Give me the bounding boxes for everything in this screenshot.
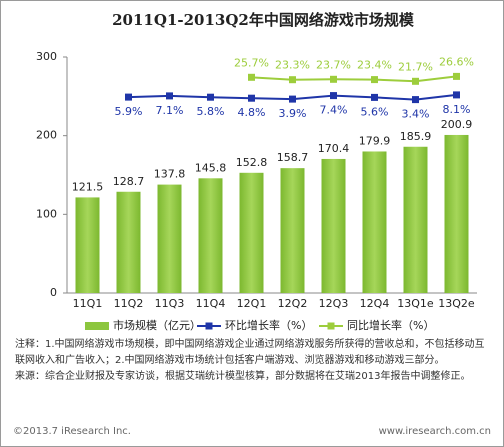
point-label: 8.1% (443, 103, 471, 116)
bar (157, 184, 182, 293)
marker (453, 72, 460, 80)
point-label: 3.9% (279, 107, 307, 120)
point-label: 23.3% (275, 59, 310, 72)
bar-label: 200.9 (441, 118, 473, 131)
legend-label: 同比增长率（%） (347, 318, 434, 331)
marker (207, 93, 214, 101)
legend-marker (205, 322, 213, 330)
chart-title: 2011Q1-2013Q2年中国网络游戏市场规模 (112, 11, 415, 29)
point-label: 5.8% (197, 105, 225, 118)
x-tick-label: 12Q1 (237, 297, 267, 310)
marker (248, 94, 255, 102)
bar-label: 137.8 (154, 168, 186, 181)
point-label: 5.9% (115, 105, 143, 118)
marker (330, 75, 337, 83)
point-label: 7.1% (156, 104, 184, 117)
marker (330, 92, 337, 100)
point-label: 4.8% (238, 106, 266, 119)
bar (198, 178, 223, 293)
bar (403, 146, 428, 293)
bar (116, 191, 141, 293)
marker (412, 77, 419, 85)
legend-marker (327, 322, 335, 330)
marker (371, 76, 378, 84)
x-tick-label: 12Q4 (360, 297, 390, 310)
x-tick-label: 11Q2 (114, 297, 144, 310)
bar (444, 134, 469, 293)
y-tick-label: 0 (50, 286, 57, 299)
x-tick-label: 11Q3 (155, 297, 185, 310)
legend-swatch (85, 322, 109, 330)
point-label: 23.7% (316, 58, 351, 71)
bar-label: 128.7 (113, 175, 145, 188)
bar (362, 151, 387, 293)
y-tick-label: 100 (36, 207, 57, 220)
note: 来源：综合企业财报及专家访谈，根据艾瑞统计模型核算，部分数据将在艾瑞2013年报… (15, 371, 471, 382)
x-tick-label: 13Q2e (438, 297, 475, 310)
point-label: 25.7% (234, 56, 269, 69)
x-tick-label: 11Q4 (196, 297, 226, 310)
bar-label: 145.8 (195, 161, 227, 174)
bar-label: 158.7 (277, 151, 309, 164)
point-label: 3.4% (402, 108, 430, 121)
marker (166, 92, 173, 100)
point-label: 26.6% (439, 55, 474, 68)
bar-label: 170.4 (318, 142, 350, 155)
point-label: 21.7% (398, 60, 433, 73)
footer-right: www.iresearch.com.cn (378, 426, 491, 437)
line (251, 75, 457, 83)
bar (239, 172, 264, 293)
y-tick-label: 300 (36, 50, 57, 63)
marker (289, 76, 296, 84)
x-tick-label: 13Q1e (397, 297, 434, 310)
legend-label: 环比增长率（%） (225, 318, 312, 331)
marker (125, 93, 132, 101)
point-label: 5.6% (361, 105, 389, 118)
y-tick-label: 200 (36, 129, 57, 142)
bar (75, 197, 100, 293)
bar (321, 158, 346, 293)
notes: 注释：1.中国网络游戏市场规模，即中国网络游戏企业通过网络游戏服务所获得的营收总… (15, 337, 493, 385)
marker (289, 95, 296, 103)
marker (248, 73, 255, 81)
legend-label: 市场规模（亿元） (113, 318, 201, 331)
x-tick-label: 12Q3 (319, 297, 349, 310)
marker (412, 96, 419, 104)
bar (280, 168, 305, 293)
x-tick-label: 12Q2 (278, 297, 308, 310)
marker (371, 93, 378, 101)
x-tick-label: 11Q1 (73, 297, 103, 310)
bar-label: 185.9 (400, 130, 432, 143)
footer-left: ©2013.7 iResearch Inc. (13, 426, 131, 437)
marker (453, 91, 460, 99)
chart: 2011Q1-2013Q2年中国网络游戏市场规模 0 100 200 300 11Q1 1… (36, 11, 477, 331)
point-label: 23.4% (357, 59, 392, 72)
note: 注释：1.中国网络游戏市场规模，即中国网络游戏企业通过网络游戏服务所获得的营收总… (15, 339, 485, 366)
bar-label: 121.5 (72, 180, 104, 193)
bar-label: 179.9 (359, 134, 391, 147)
point-label: 7.4% (320, 104, 348, 117)
bar-label: 152.8 (236, 156, 268, 169)
